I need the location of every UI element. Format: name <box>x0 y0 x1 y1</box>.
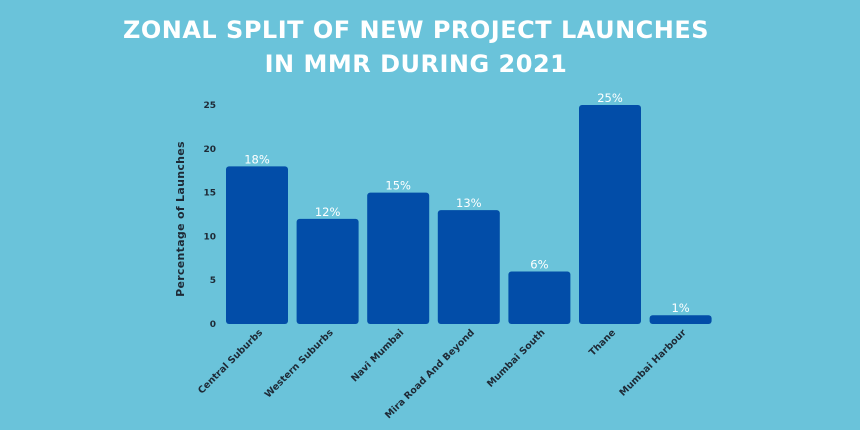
bar <box>579 105 641 324</box>
data-labels: 18% 12% 15% 13% 6% 25% 1% <box>244 91 690 315</box>
data-label: 6% <box>530 257 548 271</box>
x-tick-label: Central Suburbs <box>196 327 265 396</box>
data-label: 25% <box>597 91 623 105</box>
bar <box>226 166 288 324</box>
bar <box>437 210 500 324</box>
data-label: 1% <box>671 301 689 315</box>
bar <box>649 315 712 324</box>
y-axis-label: Percentage of Launches <box>174 141 187 297</box>
x-tick-label: Western Suburbs <box>263 327 336 400</box>
y-tick-label: 10 <box>203 232 216 242</box>
x-tick-label: Thane <box>587 327 618 358</box>
data-label: 13% <box>456 196 482 210</box>
x-tick-label: Mumbai South <box>485 327 548 390</box>
y-tick-label: 20 <box>203 145 216 155</box>
bars <box>226 105 712 324</box>
bar <box>296 218 359 324</box>
y-tick-label: 5 <box>210 276 216 286</box>
chart-title-line-1: ZONAL SPLIT OF NEW PROJECT LAUNCHES <box>123 16 709 44</box>
data-label: 12% <box>315 205 341 219</box>
chart-title-line-2: IN MMR DURING 2021 <box>265 50 568 78</box>
y-tick-label: 15 <box>203 189 216 199</box>
x-tick-label: Navi Mumbai <box>349 327 406 384</box>
data-label: 18% <box>244 152 270 166</box>
y-tick-label: 25 <box>203 101 216 111</box>
bar <box>367 192 430 324</box>
bar <box>508 271 571 324</box>
data-label: 15% <box>385 179 411 193</box>
y-axis-ticks: 0 5 10 15 20 25 <box>203 101 216 330</box>
y-tick-label: 0 <box>210 320 216 330</box>
x-tick-label: Mumbai Harbour <box>618 327 689 398</box>
